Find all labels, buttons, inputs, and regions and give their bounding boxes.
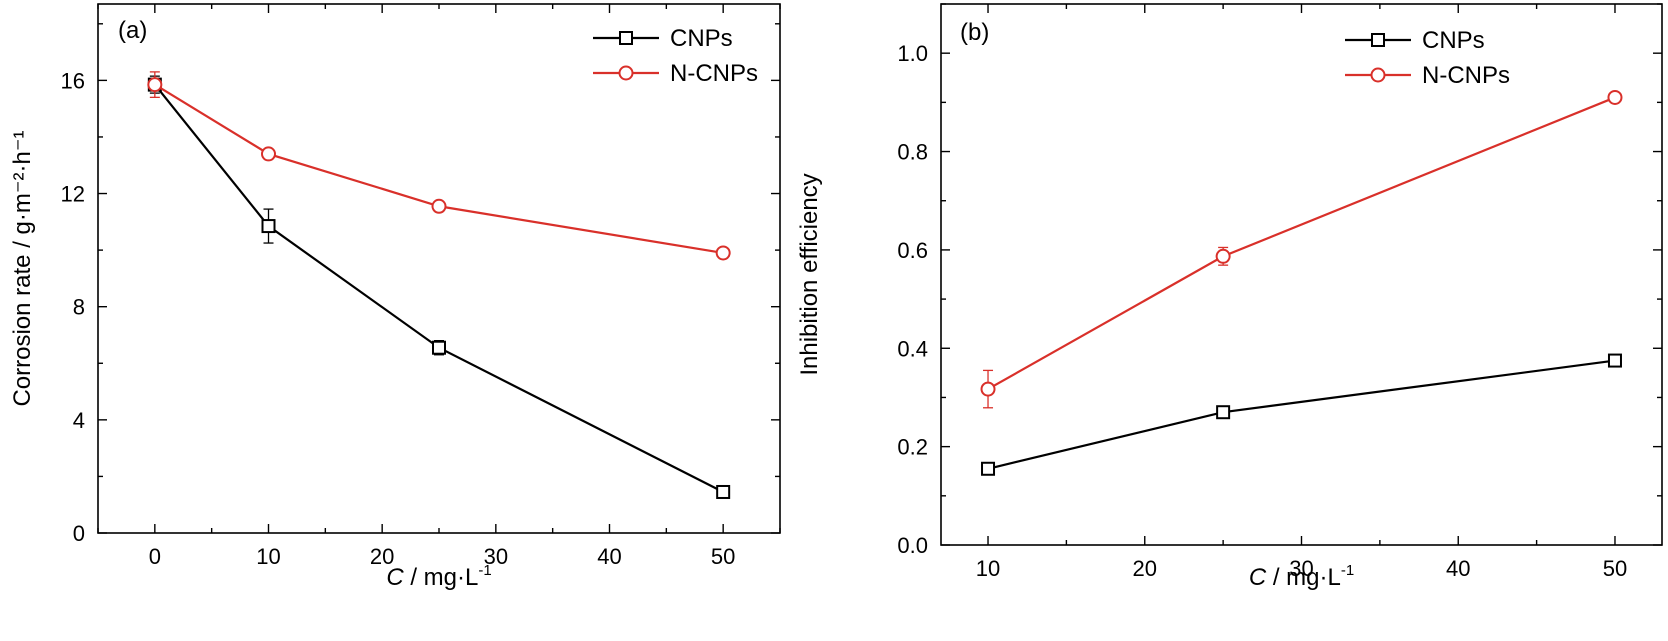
panel-b-legend-item: CNPs	[1345, 27, 1485, 54]
panel-b-x-tick-label: 20	[1133, 556, 1157, 581]
legend-label: CNPs	[670, 25, 733, 52]
panel-a-legend-item: CNPs	[593, 25, 733, 52]
data-point	[1607, 353, 1622, 368]
panel-b-legend-item: N-CNPs	[1345, 62, 1510, 89]
data-point	[147, 77, 163, 93]
data-point	[1216, 405, 1231, 420]
panel-b-plot-frame	[940, 3, 1663, 546]
legend-marker	[1370, 67, 1386, 83]
legend-label: CNPs	[1422, 27, 1485, 54]
panel-a-series-n-cnps	[147, 71, 731, 261]
panel-b-y-tick-label: 0.2	[897, 435, 928, 460]
data-point	[1607, 89, 1623, 105]
panel-b-series-cnps	[981, 353, 1622, 476]
panel-a-y-tick-label: 8	[73, 295, 85, 320]
panel-a-y-tick-label: 16	[61, 68, 85, 93]
data-point	[716, 484, 731, 499]
data-point	[432, 340, 446, 355]
data-point	[980, 381, 996, 397]
panel-b-y-tick-label: 0.4	[897, 336, 928, 361]
panel-b-y-tick-label: 1.0	[897, 41, 928, 66]
data-point	[715, 245, 731, 261]
data-point	[1215, 248, 1231, 264]
panel-b: 10 20 30 40 50 0.0 0.2 0.4 0.6 0.8 1.0 C / mg·L-1 In…	[796, 3, 1663, 591]
panel-b-y-tick-label: 0.8	[897, 140, 928, 165]
panel-a: 0 10 20 30 40 50 0 4 8 12 16 C / mg·L-1 Corrosion ra…	[9, 3, 781, 591]
panel-a-series-cnps	[147, 75, 731, 499]
data-point	[261, 219, 276, 234]
panel-a-x-tick-label: 10	[256, 544, 280, 569]
legend-label: N-CNPs	[670, 60, 758, 87]
panel-a-x-tick-label: 40	[597, 544, 621, 569]
panel-a-label: (a)	[118, 17, 147, 44]
legend-marker	[618, 65, 634, 81]
series-line	[153, 83, 724, 493]
panel-b-x-tick-label: 10	[976, 556, 1000, 581]
panel-a-x-tick-label: 30	[484, 544, 508, 569]
panel-b-y-tick-label: 0.6	[897, 238, 928, 263]
panel-a-x-tick-label: 20	[370, 544, 394, 569]
legend-marker	[619, 31, 633, 45]
panel-a-y-axis-title: Corrosion rate / g·m⁻²·h⁻¹	[9, 130, 36, 406]
panel-a-y-tick-label: 4	[73, 408, 85, 433]
series-line	[154, 83, 724, 255]
legend-marker	[1371, 33, 1385, 47]
panel-b-x-axis-title: C / mg·L-1	[1249, 562, 1354, 591]
panel-a-x-axis-title: C / mg·L-1	[386, 562, 491, 591]
series-line	[987, 359, 1616, 470]
panel-b-series-n-cnps	[980, 89, 1623, 409]
legend-label: N-CNPs	[1422, 62, 1510, 89]
data-point	[261, 146, 276, 162]
data-point	[431, 198, 447, 214]
panel-a-x-tick-label: 0	[149, 544, 161, 569]
panel-a-y-tick-label: 12	[61, 182, 85, 207]
panel-b-y-axis-title: Inhibition efficiency	[796, 173, 823, 375]
series-line	[987, 96, 1616, 391]
data-point	[981, 461, 996, 476]
panel-b-y-tick-label: 0.0	[897, 533, 928, 558]
panel-b-x-tick-label: 30	[1289, 556, 1313, 581]
panel-a-legend-item: N-CNPs	[593, 60, 758, 87]
panel-b-label: (b)	[960, 19, 989, 46]
panel-a-y-tick-label: 0	[73, 521, 85, 546]
panel-b-x-tick-label: 50	[1603, 556, 1627, 581]
panel-b-x-tick-label: 40	[1446, 556, 1470, 581]
panel-a-x-tick-label: 50	[711, 544, 735, 569]
